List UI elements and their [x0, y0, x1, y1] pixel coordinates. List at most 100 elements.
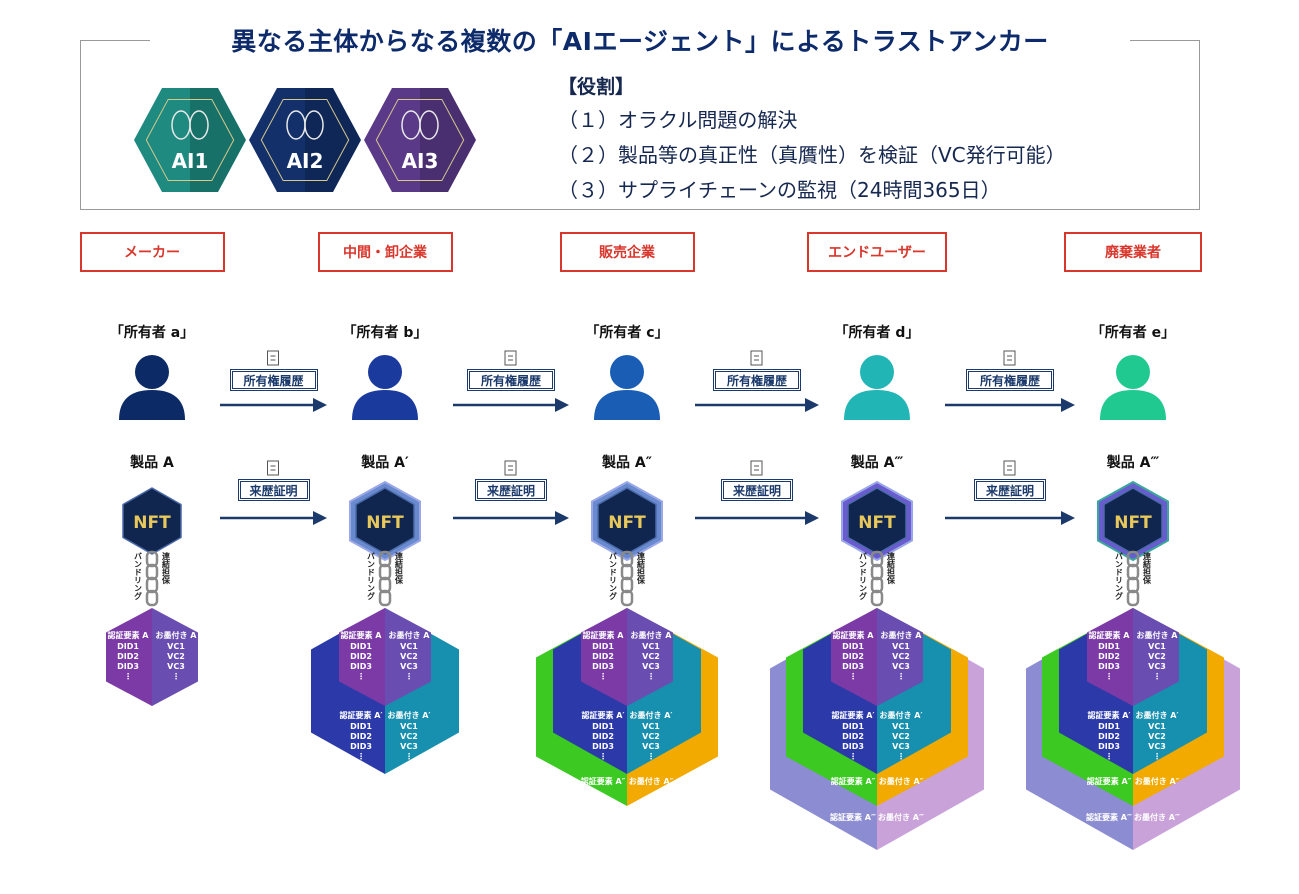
- badge-inner-border: [375, 98, 465, 182]
- did-item: DID3: [592, 662, 614, 671]
- layer-left-title: 認証要素 A: [583, 630, 625, 640]
- document-icon: [1003, 460, 1016, 476]
- vc-item: ⋮: [897, 752, 905, 761]
- bundling-label: バンドリング: [134, 552, 143, 601]
- arrow-head: [555, 511, 569, 525]
- chain-icon: [1126, 550, 1140, 607]
- collateral-label: 連結担保: [161, 551, 171, 585]
- role-item: （３）サプライチェーンの監視（24時間365日）: [558, 178, 1001, 202]
- layer-right-title: お墨付き A′: [387, 710, 430, 720]
- person-body: [844, 390, 910, 420]
- person-body: [1100, 390, 1166, 420]
- person-head: [860, 355, 894, 389]
- vc-item: VC2: [642, 652, 660, 661]
- vc-item: VC1: [892, 722, 910, 731]
- collateral-label: 連結担保: [1142, 551, 1152, 585]
- layer-right-title: お墨付き A′: [879, 710, 922, 720]
- collateral-label: 連結担保: [636, 551, 646, 585]
- layer-left-half: [581, 608, 627, 706]
- vc-item: VC1: [642, 722, 660, 731]
- layer-right-title: お墨付き A: [389, 630, 431, 640]
- vc-item: VC2: [892, 652, 910, 661]
- did-item: DID1: [1098, 642, 1120, 651]
- vc-item: VC3: [400, 662, 418, 671]
- layer-left-title: 認証要素 A‴: [1086, 812, 1132, 822]
- layer-right-title: お墨付き A′: [629, 710, 672, 720]
- vc-item: ⋮: [647, 672, 655, 681]
- nft-label: NFT: [1114, 513, 1152, 533]
- nft-token: NFT: [1097, 480, 1169, 562]
- document-sheet: [504, 350, 517, 366]
- ownership-history-label: 所有権履歴: [966, 369, 1054, 391]
- role-item: （１）オラクル問題の解決: [558, 108, 798, 132]
- arrow-head: [1061, 511, 1075, 525]
- did-item: DID2: [1098, 652, 1120, 661]
- layer-right-title: お墨付き A″: [879, 776, 924, 786]
- owner-label: 「所有者 e」: [1090, 325, 1176, 341]
- document-sheet: [750, 460, 763, 476]
- document-icon: [1003, 350, 1016, 366]
- did-item: DID1: [592, 722, 614, 731]
- document-icon: [750, 460, 763, 476]
- ai-agent-badge-3: AI3: [364, 88, 476, 192]
- nft-label: NFT: [608, 513, 646, 533]
- ai-agent-frame: [80, 40, 1200, 210]
- document-icon: [267, 350, 279, 366]
- nft-token: NFT: [122, 487, 182, 555]
- did-item: DID1: [592, 642, 614, 651]
- owner-label: 「所有者 a」: [109, 325, 195, 341]
- did-item: ⋮: [357, 752, 365, 761]
- layer-right-half: [877, 608, 923, 706]
- layer-left-title: 認証要素 A: [341, 630, 383, 640]
- vc-item: VC1: [1148, 722, 1166, 731]
- hexagon-badge: [364, 88, 476, 192]
- nft-hexagon: [847, 487, 907, 555]
- layer-right-title: お墨付き A′: [1135, 710, 1178, 720]
- person-body: [594, 390, 660, 420]
- document-icon: [267, 460, 279, 476]
- document-icon: [504, 460, 517, 476]
- ai-agent-badge-2: AI2: [249, 88, 361, 192]
- did-item: ⋮: [849, 752, 857, 761]
- chain-link: [145, 589, 159, 607]
- layer-right-half: [627, 608, 673, 706]
- document-sheet: [267, 460, 279, 476]
- vc-item: VC1: [400, 722, 418, 731]
- layer-right-title: お墨付き A: [881, 630, 923, 640]
- ai-agent-label: AI1: [172, 149, 209, 173]
- nft-hexagon: [355, 487, 415, 555]
- person-head: [135, 355, 169, 389]
- person-icon: [352, 355, 418, 420]
- vc-item: VC3: [892, 662, 910, 671]
- vc-item: VC2: [400, 732, 418, 741]
- document-icon: [750, 350, 763, 366]
- arrow-head: [805, 511, 819, 525]
- did-item: ⋮: [124, 672, 132, 681]
- did-item: ⋮: [599, 752, 607, 761]
- did-item: DID2: [350, 732, 372, 741]
- did-item: DID3: [350, 662, 372, 671]
- nft-token: NFT: [591, 480, 663, 562]
- layer-right-half: [385, 608, 431, 706]
- layer-right-title: お墨付き A‴: [1134, 812, 1180, 822]
- person-body: [352, 390, 418, 420]
- layer-left-title: 認証要素 A′: [1087, 710, 1130, 720]
- did-item: DID1: [842, 722, 864, 731]
- layer-left-half: [106, 608, 152, 706]
- brain-icon: [189, 110, 209, 140]
- arrow-head: [313, 511, 327, 525]
- person-icon: [594, 355, 660, 420]
- nft-hexagon: [597, 487, 657, 555]
- layer-right-title: お墨付き A‴: [878, 812, 924, 822]
- vc-item: VC3: [400, 742, 418, 751]
- bundling-label: バンドリング: [859, 552, 868, 601]
- roles-heading: 【役割】: [558, 76, 635, 98]
- vc-item: VC1: [400, 642, 418, 651]
- layer-left-half: [1087, 608, 1133, 706]
- vc-item: ⋮: [405, 672, 413, 681]
- vc-item: VC3: [892, 742, 910, 751]
- did-item: DID2: [117, 652, 139, 661]
